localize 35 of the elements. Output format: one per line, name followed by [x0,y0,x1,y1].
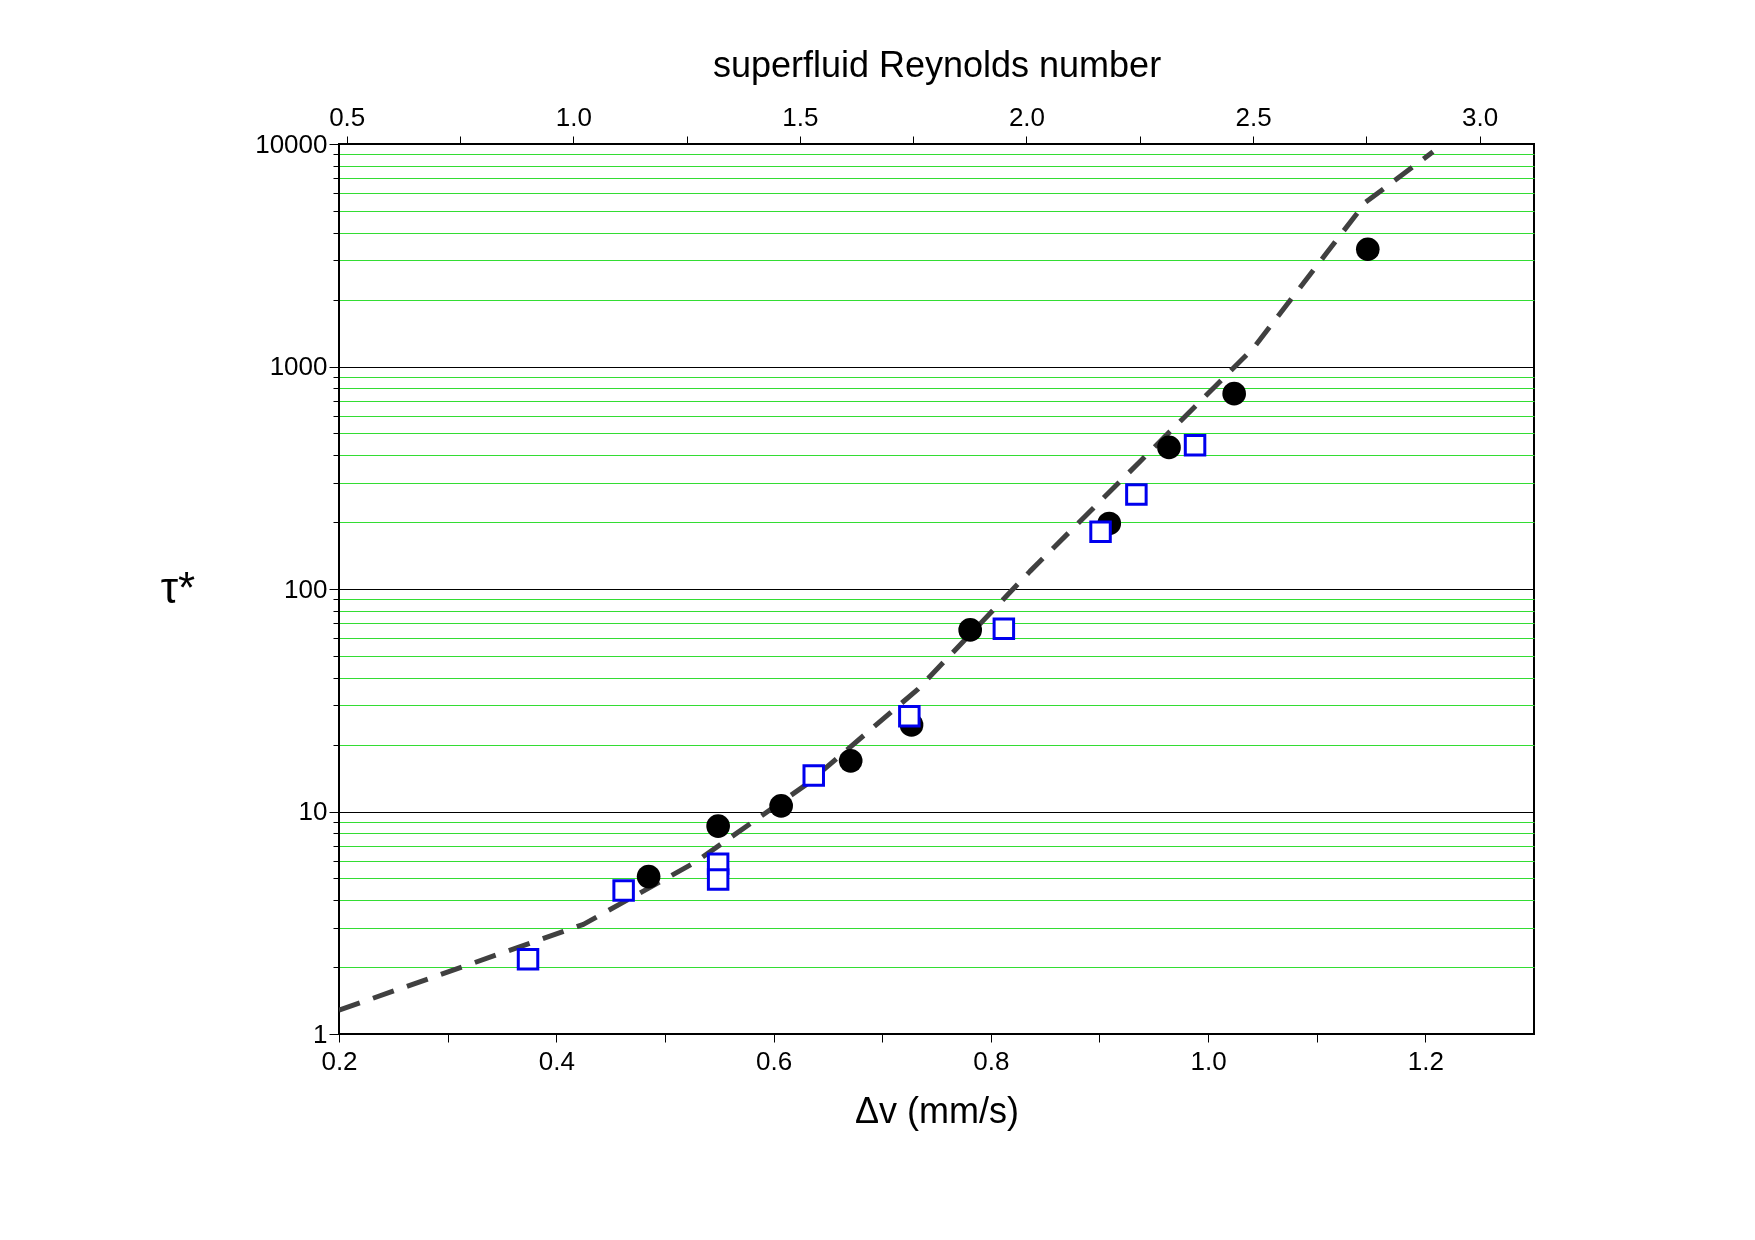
point [802,764,825,787]
x-tick-label: 0.8 [973,1045,1010,1076]
point [1125,483,1148,506]
point [706,868,730,891]
x2-tick-label: 1.5 [782,101,819,132]
point [1183,433,1207,457]
point [838,748,863,773]
x-tick-label: 0.6 [755,1045,793,1076]
point [612,879,635,902]
point [706,814,730,838]
y-tick-label: 100 [284,573,328,604]
x2-tick-label: 2.5 [1235,101,1272,132]
x-tick-label: 1.2 [1407,1045,1444,1076]
x-tick-label: 1.0 [1190,1045,1227,1076]
y-tick-label: 10000 [255,128,328,159]
point [1355,237,1380,262]
x2-tick-label: 2.0 [1008,101,1046,132]
point [898,704,921,728]
point [1089,520,1112,543]
point [516,947,540,971]
point [636,864,661,889]
point [992,617,1016,640]
x-tick-label: 0.4 [538,1045,575,1076]
x2-tick-label: 3.0 [1462,101,1499,132]
x2-tick-label: 1.0 [555,101,592,132]
x2-tick-label: 0.5 [329,101,366,132]
point [958,618,983,642]
y-axis-title: τ* [160,562,196,612]
point [1222,381,1246,406]
x2-axis-title: superfluid Reynolds number [712,43,1162,85]
y-tick-label: 10 [298,796,328,826]
point [769,794,793,818]
point [1157,435,1181,460]
x-axis-title: Δv (mm/s) [854,1089,1020,1131]
y-tick-label: 1000 [269,351,328,381]
